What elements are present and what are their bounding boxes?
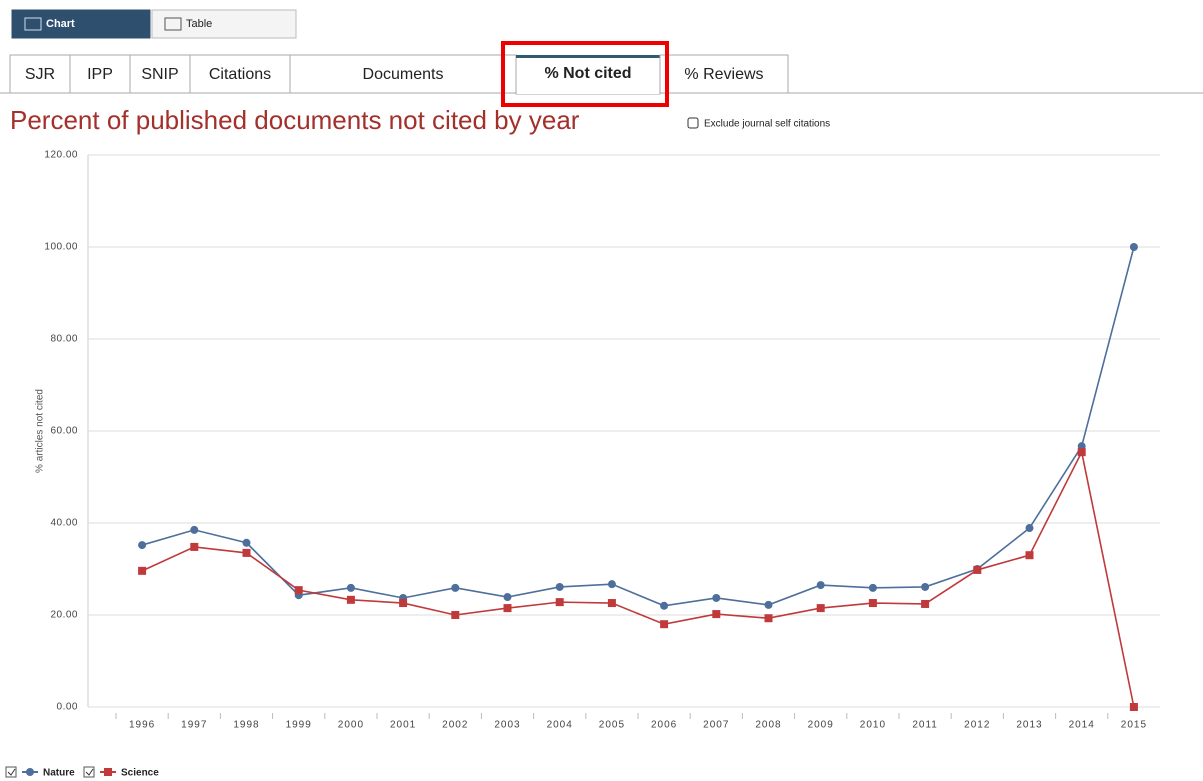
tab[interactable] [289, 54, 517, 94]
data-point [1077, 448, 1086, 457]
data-point [973, 565, 982, 574]
view-icon [24, 17, 42, 31]
x-tick-label: 2010 [860, 720, 886, 731]
data-point [1129, 703, 1138, 711]
tab-label[interactable]: SNIP [141, 66, 178, 83]
data-point [346, 583, 355, 592]
view-button-label[interactable]: Chart [46, 18, 75, 30]
data-point [399, 599, 408, 608]
y-axis-label: % articles not cited [35, 389, 46, 473]
tab-label[interactable]: Citations [209, 66, 271, 83]
x-tick-label: 2006 [651, 720, 677, 731]
legend-marker [104, 768, 112, 776]
data-point [242, 548, 251, 557]
x-tick-label: 2007 [703, 720, 729, 731]
series-line [141, 246, 1135, 607]
x-tick-label: 2000 [338, 720, 364, 731]
x-tick-label: 2005 [599, 720, 625, 731]
tab[interactable] [659, 54, 789, 94]
x-tick-label: 2011 [912, 720, 938, 731]
tab-label[interactable]: IPP [87, 66, 113, 83]
data-point [138, 566, 147, 575]
data-point [190, 542, 199, 551]
x-tick-label: 2003 [494, 720, 520, 731]
data-point [503, 604, 512, 613]
legend-label[interactable]: Science [121, 768, 159, 779]
data-point [816, 581, 825, 590]
view-button[interactable] [11, 9, 151, 39]
highlight-box [501, 41, 669, 107]
legend-checkbox[interactable] [5, 766, 17, 778]
tab-label[interactable]: % Not cited [544, 65, 631, 82]
data-point [451, 611, 460, 619]
data-point [555, 582, 564, 591]
data-point [1025, 524, 1034, 533]
legend-marker [26, 768, 34, 776]
y-tick-label: 60.00 [50, 426, 78, 437]
data-point [607, 599, 616, 608]
chart-title: Percent of published documents not cited… [10, 105, 580, 135]
data-point [712, 593, 721, 602]
x-tick-label: 2004 [547, 720, 573, 731]
x-tick-label: 1997 [181, 720, 207, 731]
data-point [712, 610, 721, 619]
x-tick-label: 2012 [964, 720, 990, 731]
y-tick-label: 120.00 [44, 150, 78, 161]
data-point [190, 525, 199, 534]
y-tick-label: 0.00 [57, 702, 78, 713]
legend-label[interactable]: Nature [43, 768, 75, 779]
x-tick-label: 2002 [442, 720, 468, 731]
legend-check[interactable] [85, 768, 94, 776]
y-tick-label: 80.00 [50, 334, 78, 345]
data-point [294, 586, 303, 595]
tab[interactable] [189, 54, 291, 94]
view-icon [164, 17, 182, 31]
checkbox[interactable] [687, 117, 699, 129]
data-point [1025, 551, 1034, 560]
data-point [660, 620, 669, 629]
x-tick-label: 1996 [129, 720, 155, 731]
view-button-label[interactable]: Table [186, 18, 212, 30]
x-tick-label: 2013 [1016, 720, 1042, 731]
tab[interactable] [9, 54, 71, 94]
data-point [816, 604, 825, 613]
tab-label[interactable]: % Reviews [684, 66, 763, 83]
data-point [1129, 243, 1138, 251]
tab-label[interactable]: Documents [363, 66, 444, 83]
x-tick-label: 2008 [755, 720, 781, 731]
data-point [346, 595, 355, 604]
x-tick-label: 2009 [808, 720, 834, 731]
data-point [660, 601, 669, 610]
tab[interactable] [129, 54, 191, 94]
tab-label[interactable]: SJR [25, 66, 55, 83]
data-point [868, 599, 877, 608]
y-tick-label: 100.00 [44, 242, 78, 253]
data-point [764, 614, 773, 623]
data-point [921, 599, 930, 608]
data-point [138, 541, 147, 550]
data-point [607, 580, 616, 589]
data-point [451, 583, 460, 592]
series-line [141, 449, 1135, 708]
data-point [764, 600, 773, 609]
view-button[interactable] [151, 9, 297, 39]
y-tick-label: 40.00 [50, 518, 78, 529]
tab-active-bar [516, 55, 660, 58]
x-tick-label: 2015 [1121, 720, 1147, 731]
legend-check[interactable] [7, 768, 16, 776]
x-tick-label: 1998 [233, 720, 259, 731]
data-point [503, 593, 512, 602]
data-point [555, 598, 564, 607]
legend-checkbox[interactable] [83, 766, 95, 778]
x-tick-label: 2014 [1069, 720, 1095, 731]
y-tick-label: 20.00 [50, 610, 78, 621]
x-tick-label: 2001 [390, 720, 416, 731]
x-tick-label: 1999 [286, 720, 312, 731]
data-point [242, 538, 251, 547]
checkbox-label[interactable]: Exclude journal self citations [704, 119, 830, 130]
data-point [868, 583, 877, 592]
data-point [921, 582, 930, 591]
